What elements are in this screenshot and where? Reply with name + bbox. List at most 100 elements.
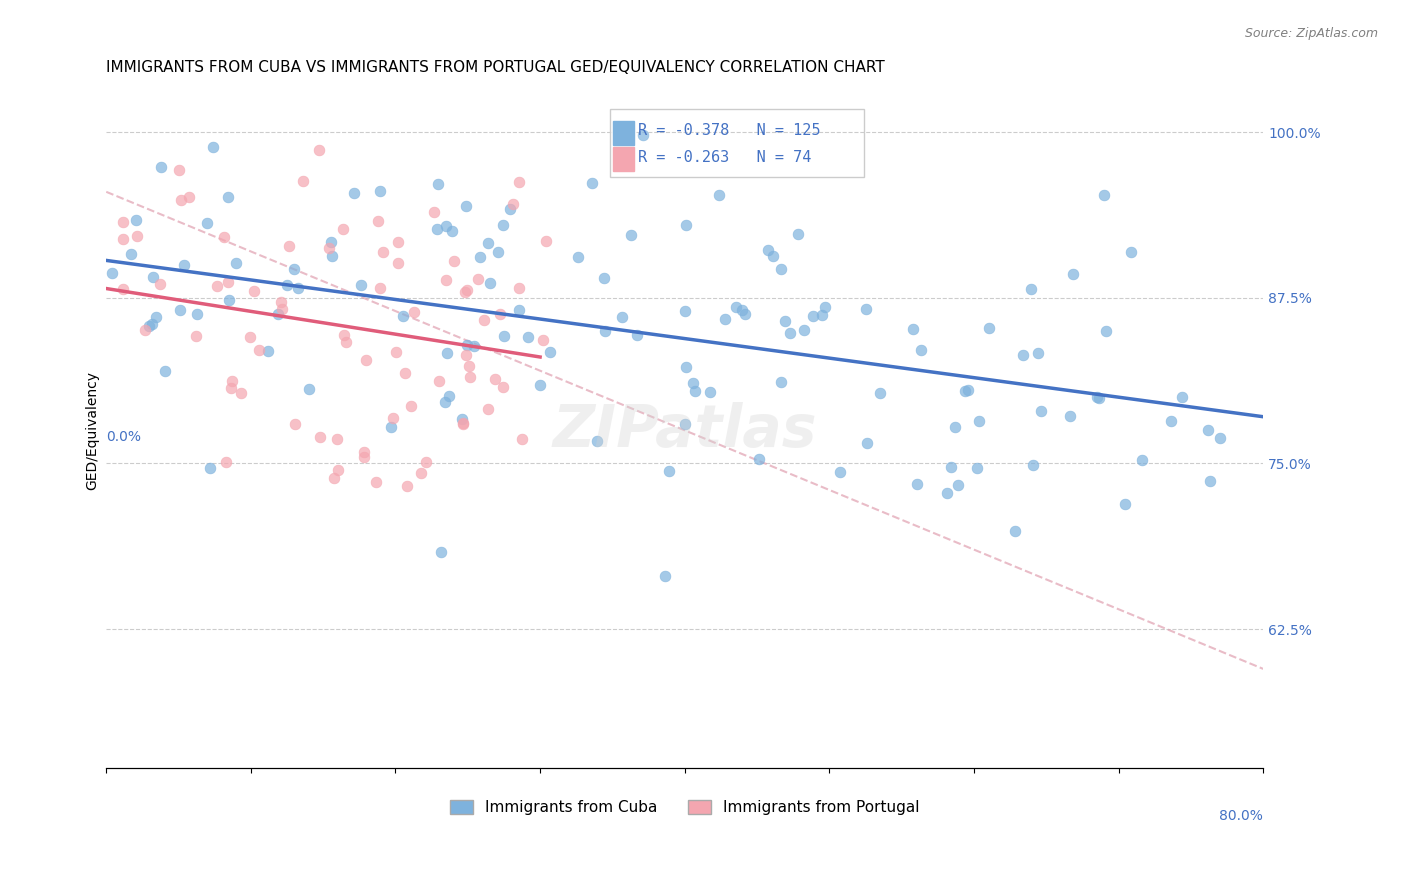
Point <box>472 312 495 326</box>
Point <box>167 163 190 178</box>
Point <box>479 276 502 290</box>
Point <box>214 455 236 469</box>
Point <box>247 343 270 357</box>
Point <box>451 417 474 431</box>
Point <box>396 478 419 492</box>
Point <box>810 308 832 322</box>
Point <box>1022 458 1045 472</box>
Point <box>284 417 307 431</box>
Point <box>298 382 321 396</box>
Point <box>966 461 988 475</box>
Point <box>538 345 561 359</box>
Point <box>430 544 453 558</box>
Point <box>531 333 554 347</box>
Point <box>257 343 280 358</box>
Bar <box>610 110 865 177</box>
Point <box>1031 403 1053 417</box>
Point <box>941 459 963 474</box>
Point <box>946 477 969 491</box>
Point <box>219 381 242 395</box>
Point <box>1198 423 1220 437</box>
Point <box>620 227 643 242</box>
Point <box>385 344 408 359</box>
Point <box>675 360 697 375</box>
Point <box>120 246 142 260</box>
Point <box>370 185 392 199</box>
Point <box>323 471 346 485</box>
Point <box>387 235 409 249</box>
Point <box>231 386 253 401</box>
Point <box>456 337 478 351</box>
Point <box>1088 391 1111 405</box>
Point <box>467 272 489 286</box>
Point <box>443 254 465 268</box>
Point <box>731 303 754 318</box>
Point <box>283 261 305 276</box>
Point <box>354 353 377 368</box>
Point <box>205 278 228 293</box>
Point <box>631 128 654 143</box>
Point <box>456 283 478 297</box>
Point <box>1171 390 1194 404</box>
Point <box>502 196 524 211</box>
Point <box>353 445 375 459</box>
Point <box>458 370 481 384</box>
Point <box>567 250 589 264</box>
Point <box>425 222 447 236</box>
Text: 80.0%: 80.0% <box>1219 809 1263 822</box>
Point <box>673 304 696 318</box>
Point <box>1062 268 1084 282</box>
Point <box>801 310 824 324</box>
Point <box>451 412 474 426</box>
Point <box>945 420 967 434</box>
Point <box>169 303 191 318</box>
Point <box>141 318 163 332</box>
Point <box>292 174 315 188</box>
Point <box>492 380 515 394</box>
Point <box>217 190 239 204</box>
Point <box>477 402 499 417</box>
Point <box>685 384 707 398</box>
Point <box>271 302 294 317</box>
Point <box>198 460 221 475</box>
Point <box>977 321 1000 335</box>
Point <box>1114 497 1136 511</box>
Point <box>581 176 603 190</box>
Legend: Immigrants from Cuba, Immigrants from Portugal: Immigrants from Cuba, Immigrants from Po… <box>444 794 925 822</box>
Point <box>101 266 124 280</box>
Point <box>786 227 808 242</box>
Point <box>748 451 770 466</box>
Point <box>769 262 792 277</box>
Point <box>267 307 290 321</box>
Point <box>218 293 240 308</box>
Point <box>112 282 135 296</box>
Point <box>508 280 530 294</box>
Point <box>440 224 463 238</box>
Point <box>488 307 510 321</box>
Point <box>367 214 389 228</box>
Point <box>353 450 375 465</box>
Point <box>217 275 239 289</box>
Point <box>779 326 801 341</box>
Point <box>477 235 499 250</box>
Point <box>910 343 932 358</box>
Point <box>436 219 458 233</box>
Point <box>173 258 195 272</box>
Point <box>675 219 697 233</box>
Point <box>184 329 207 343</box>
Point <box>149 160 172 174</box>
Point <box>1028 346 1050 360</box>
Point <box>212 229 235 244</box>
Point <box>529 377 551 392</box>
Point <box>673 417 696 431</box>
Point <box>499 202 522 216</box>
Point <box>127 229 149 244</box>
Text: IMMIGRANTS FROM CUBA VS IMMIGRANTS FROM PORTUGAL GED/EQUIVALENCY CORRELATION CHA: IMMIGRANTS FROM CUBA VS IMMIGRANTS FROM … <box>107 60 884 75</box>
Point <box>1092 188 1115 202</box>
Point <box>409 466 432 480</box>
Point <box>350 278 373 293</box>
Point <box>343 186 366 200</box>
Point <box>364 475 387 490</box>
Point <box>328 463 350 477</box>
Point <box>125 213 148 227</box>
